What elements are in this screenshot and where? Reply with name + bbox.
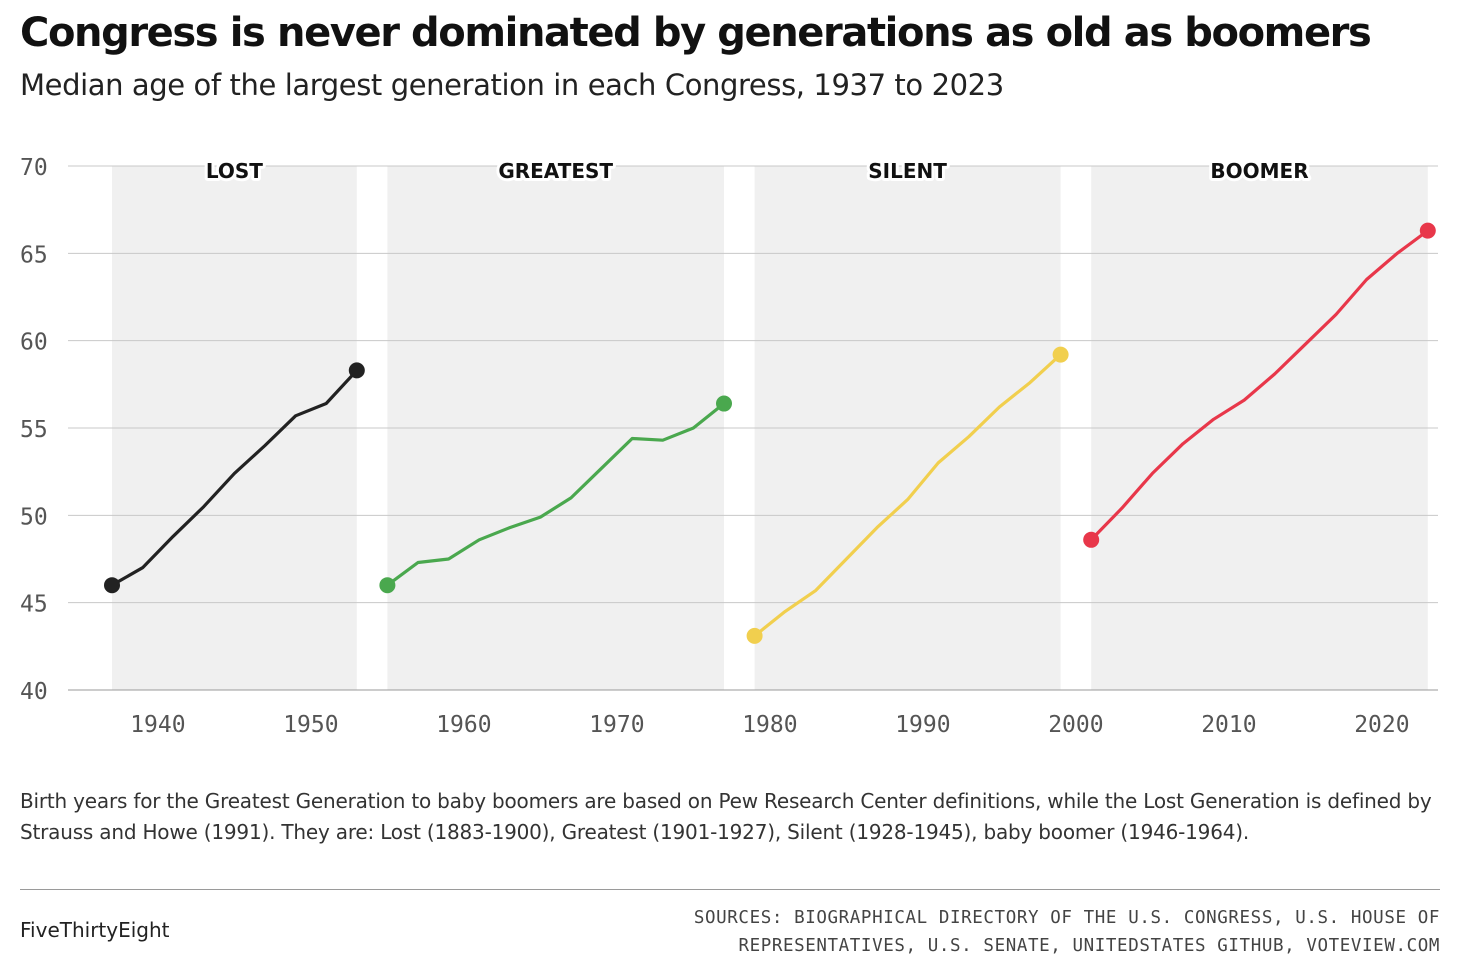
x-tick-label: 1990 [895,712,950,738]
chart-subtitle: Median age of the largest generation in … [20,68,1004,102]
end-point-greatest [716,395,732,412]
y-tick-label: 70 [20,155,48,181]
x-tick-label: 1980 [742,712,797,738]
start-point-lost [104,577,120,594]
generation-label-halo: BOOMER [1210,159,1308,183]
y-tick-label: 40 [20,679,48,705]
gridlines [68,165,1438,691]
footnote: Birth years for the Greatest Generation … [20,789,1432,844]
x-tick-label: 1970 [589,712,644,738]
brand-label: FiveThirtyEight [20,918,170,942]
x-tick-label: 2000 [1048,712,1103,738]
start-point-boomer [1083,531,1100,548]
sources-line-2: REPRESENTATIVES, U.S. SENATE, UNITEDSTAT… [738,936,1440,956]
y-tick-label: 45 [20,592,48,618]
y-tick-label: 50 [20,504,48,530]
line-chart: 40 45 50 55 60 65 70 1940 1950 1960 1970 1980 1990 2… [20,155,1438,738]
series-line-lost [110,368,359,587]
generation-label-halo: SILENT [868,159,947,183]
chart-title: Congress is never dominated by generatio… [20,10,1372,56]
x-tick-label: 1960 [436,712,491,738]
sources: SOURCES: BIOGRAPHICAL DIRECTORY OF THE U… [540,904,1440,960]
series-line-greatest [385,401,726,587]
x-tick-label: 1950 [283,712,338,738]
generation-label-greatest: GREATEST [498,159,613,183]
x-tick-label: 2020 [1354,712,1409,738]
sources-line-1: SOURCES: BIOGRAPHICAL DIRECTORY OF THE U… [693,908,1440,928]
generation-label-halo: LOST [206,159,263,183]
end-point-boomer [1419,222,1436,239]
end-point-silent [1052,346,1069,363]
y-tick-label: 65 [20,242,48,268]
y-tick-label: 55 [20,417,48,443]
footer-divider [20,889,1440,890]
generation-label-halo: GREATEST [498,159,613,183]
x-axis-ticks: 1940 1950 1960 1970 1980 1990 2000 2010 2020 [130,712,1409,738]
start-point-silent [746,627,763,644]
series-line-silent [752,353,1063,638]
y-axis-ticks: 40 45 50 55 60 65 70 [20,155,48,705]
x-tick-label: 2010 [1201,712,1256,738]
generation-label-lost: LOST [206,159,263,183]
generation-label-silent: SILENT [868,159,947,183]
series-line-boomer [1089,229,1430,542]
y-tick-label: 60 [20,330,48,356]
series-lines [104,222,1436,644]
x-tick-label: 1940 [130,712,185,738]
start-point-greatest [379,577,396,594]
generation-label-boomer: BOOMER [1210,159,1308,183]
end-point-lost [348,362,365,379]
